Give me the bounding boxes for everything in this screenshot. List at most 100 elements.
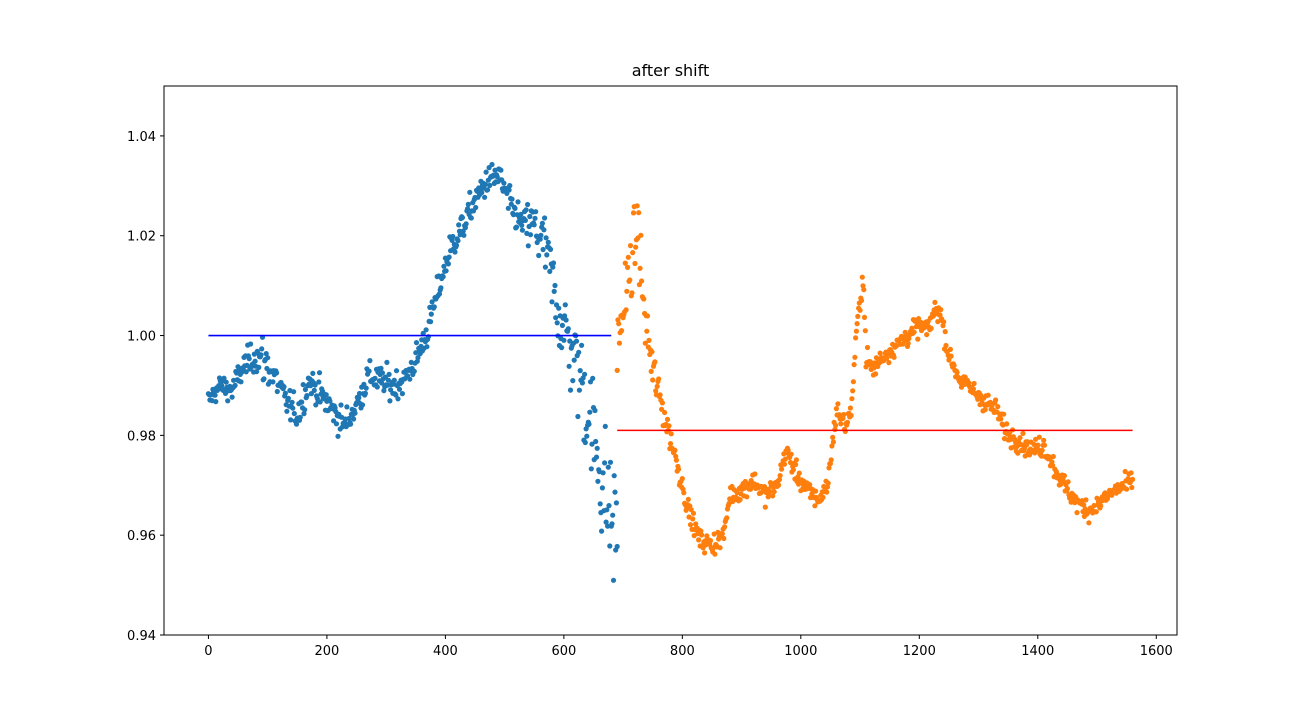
series-1-point bbox=[633, 244, 639, 250]
series-1-point bbox=[841, 411, 847, 418]
series-0-point bbox=[288, 417, 294, 423]
series-0-point bbox=[545, 239, 551, 245]
series-0-point bbox=[415, 355, 421, 361]
series-0-point bbox=[311, 387, 317, 393]
series-1-point bbox=[702, 550, 708, 556]
series-0-point bbox=[413, 340, 420, 346]
series-1-point bbox=[676, 466, 682, 472]
series-0-point bbox=[584, 433, 590, 439]
series-0-point bbox=[254, 369, 260, 375]
series-0-point bbox=[547, 246, 554, 252]
series-1-point bbox=[693, 521, 699, 527]
series-1-point bbox=[699, 532, 705, 538]
series-1-point bbox=[696, 537, 702, 543]
series-1-point bbox=[855, 313, 861, 319]
series-1-point bbox=[847, 405, 854, 411]
series-0-point bbox=[467, 189, 473, 195]
series-1-point bbox=[1017, 435, 1023, 441]
series-0-point bbox=[536, 252, 542, 259]
series-0-point bbox=[605, 464, 611, 470]
series-0-point bbox=[297, 414, 303, 420]
series-1-point bbox=[820, 494, 826, 500]
series-0-point bbox=[614, 543, 620, 550]
series-0-point bbox=[356, 390, 363, 397]
series-1-point bbox=[1050, 462, 1056, 468]
series-0-point bbox=[559, 322, 566, 328]
series-0-point bbox=[586, 421, 592, 427]
series-0-point bbox=[261, 376, 267, 382]
series-1-point bbox=[679, 476, 685, 482]
series-0-point bbox=[483, 169, 489, 175]
series-0-point bbox=[244, 362, 250, 368]
series-0-point bbox=[333, 421, 340, 427]
series-1-point bbox=[737, 497, 743, 503]
series-0-point bbox=[436, 291, 443, 297]
series-0-point bbox=[595, 478, 601, 484]
series-0-point bbox=[554, 320, 560, 326]
chart-title: after shift bbox=[632, 61, 709, 80]
series-1-point bbox=[717, 545, 723, 551]
series-1-point bbox=[922, 324, 928, 330]
series-0-point bbox=[485, 187, 491, 193]
series-0-point bbox=[265, 355, 271, 361]
series-0-point bbox=[606, 503, 612, 509]
series-0-point bbox=[605, 523, 611, 529]
series-1-point bbox=[796, 470, 802, 476]
series-1-point bbox=[698, 528, 704, 534]
series-0-point bbox=[212, 392, 218, 398]
series-1-point bbox=[788, 451, 794, 457]
series-0-point bbox=[300, 382, 306, 388]
series-0-point bbox=[510, 212, 517, 218]
series-0-point bbox=[556, 305, 562, 311]
y-tick-label: 0.96 bbox=[127, 529, 156, 544]
series-0-point bbox=[256, 364, 262, 370]
series-0-point bbox=[387, 398, 393, 404]
series-1-point bbox=[1128, 470, 1134, 476]
series-1-point bbox=[812, 503, 818, 509]
series-0-point bbox=[259, 346, 265, 352]
y-tick-label: 1.00 bbox=[127, 330, 156, 345]
series-0-point bbox=[537, 236, 543, 242]
series-0-point bbox=[445, 261, 451, 267]
series-1-point bbox=[935, 319, 941, 325]
series-0-point bbox=[482, 181, 488, 187]
series-0-point bbox=[323, 392, 329, 398]
series-0-point bbox=[263, 351, 269, 357]
series-1-point bbox=[1130, 476, 1136, 482]
series-0-point bbox=[563, 317, 569, 323]
series-0-point bbox=[509, 196, 515, 202]
series-1-point bbox=[1039, 447, 1045, 453]
series-0-point bbox=[461, 232, 467, 238]
series-0-point bbox=[449, 237, 455, 243]
series-1-point bbox=[1074, 509, 1080, 516]
series-0-point bbox=[505, 205, 511, 211]
series-0-point bbox=[438, 285, 444, 291]
series-1-point bbox=[828, 457, 834, 463]
series-1-point bbox=[646, 337, 652, 343]
series-0-point bbox=[519, 227, 526, 233]
series-1-point bbox=[767, 488, 773, 494]
series-1-point bbox=[668, 431, 674, 437]
series-1-point bbox=[873, 371, 879, 377]
series-1-point bbox=[860, 283, 866, 289]
series-1-point bbox=[712, 551, 718, 557]
series-0-point bbox=[453, 242, 460, 248]
series-0-point bbox=[525, 201, 531, 208]
series-1-point bbox=[941, 319, 947, 325]
series-1-point bbox=[616, 340, 623, 346]
series-0-point bbox=[407, 376, 413, 382]
series-1-point bbox=[993, 397, 999, 403]
series-0-point bbox=[361, 381, 367, 387]
series-1-point bbox=[793, 457, 800, 463]
series-1-point bbox=[884, 355, 890, 361]
series-0-point bbox=[352, 410, 358, 416]
x-tick-label: 1000 bbox=[784, 644, 817, 659]
series-0-point bbox=[522, 217, 529, 223]
y-tick-label: 0.94 bbox=[127, 629, 156, 644]
series-1-point bbox=[861, 287, 867, 293]
series-1-point bbox=[614, 367, 620, 373]
series-0-point bbox=[344, 404, 350, 410]
series-0-point bbox=[538, 232, 544, 238]
series-1-point bbox=[777, 473, 783, 479]
x-tick-label: 1400 bbox=[1021, 644, 1054, 659]
